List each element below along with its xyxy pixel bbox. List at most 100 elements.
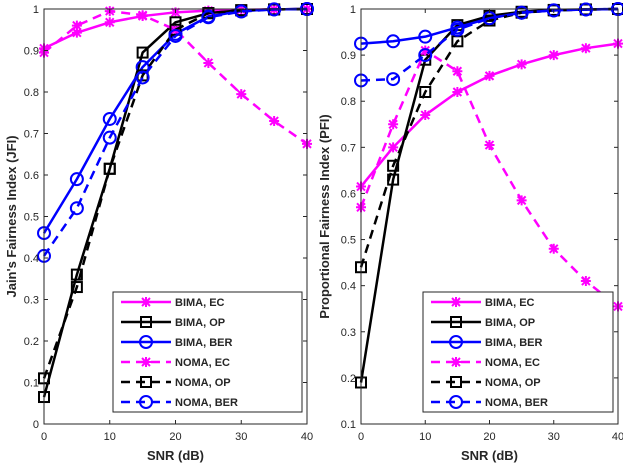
y-axis-label: Jain's Fairness Index (JFI) <box>4 135 19 297</box>
legend-label: NOMA, EC <box>175 357 230 369</box>
x-tick-label: 0 <box>41 431 47 443</box>
data-point <box>103 162 116 175</box>
legend-marker <box>449 395 463 409</box>
x-tick-label: 30 <box>235 431 247 443</box>
legend-marker <box>450 316 462 328</box>
y-tick-label: 0.6 <box>341 188 356 200</box>
legend: BIMA, EC BIMA, OP BIMA, BER NOMA, EC NOMA, O… <box>422 291 614 413</box>
x-tick-label: 10 <box>104 431 116 443</box>
x-tick-label: 20 <box>483 431 495 443</box>
data-point <box>135 70 150 85</box>
series-line <box>360 7 619 82</box>
data-point <box>450 22 465 37</box>
legend-label: NOMA, OP <box>175 377 231 389</box>
y-tick-label: 1 <box>350 4 356 16</box>
data-point <box>516 195 527 206</box>
data-point <box>201 10 216 25</box>
data-point <box>70 268 83 281</box>
data-point <box>136 46 149 59</box>
legend-marker <box>449 335 463 349</box>
y-tick-label: 0.1 <box>341 419 356 431</box>
data-point <box>580 43 591 54</box>
y-tick-label: 0.5 <box>24 212 39 224</box>
x-axis-label: SNR (dB) <box>147 448 204 463</box>
legend-label: NOMA, BER <box>485 397 548 409</box>
data-point <box>580 276 591 287</box>
legend-marker <box>450 376 462 388</box>
data-point <box>548 50 559 61</box>
y-tick-label: 0.6 <box>24 170 39 182</box>
data-point <box>388 142 399 153</box>
data-point <box>484 70 495 81</box>
y-tick-label: 0.9 <box>341 50 356 62</box>
y-tick-label: 0.7 <box>24 129 39 141</box>
legend-label: BIMA, OP <box>175 317 225 329</box>
x-tick-label: 0 <box>358 431 364 443</box>
legend-marker <box>140 316 152 328</box>
y-tick-label: 0.2 <box>341 373 356 385</box>
legend-label: BIMA, EC <box>175 297 225 309</box>
y-tick-label: 0.5 <box>341 235 356 247</box>
data-point <box>69 172 84 187</box>
chart-2: 0 10 20 30 40 0.1 0.2 0.3 0.4 0.5 0.6 0.7 0.8 0.9 1 SNR… <box>317 2 623 463</box>
legend: BIMA, EC BIMA, OP BIMA, BER NOMA, EC NOMA, O… <box>112 291 303 413</box>
data-point <box>418 29 433 44</box>
data-point <box>203 57 214 68</box>
x-tick-label: 40 <box>612 431 623 443</box>
legend-marker <box>141 297 151 307</box>
legend-label: BIMA, BER <box>485 337 543 349</box>
data-point <box>388 119 399 130</box>
data-point <box>236 89 247 100</box>
data-point <box>484 140 495 151</box>
data-point <box>546 3 561 18</box>
x-tick-label: 40 <box>301 431 313 443</box>
y-tick-label: 0.3 <box>24 295 39 307</box>
data-point <box>418 48 433 63</box>
data-point <box>71 20 82 31</box>
x-axis-label: SNR (dB) <box>461 448 518 463</box>
data-point <box>234 4 249 19</box>
legend-marker <box>451 297 461 307</box>
x-tick-label: 20 <box>169 431 181 443</box>
data-point <box>514 5 529 20</box>
data-point <box>420 110 431 121</box>
legend-label: BIMA, BER <box>175 337 233 349</box>
y-axis-label: Proportional Fairness Index (PFI) <box>317 114 332 318</box>
legend-marker <box>451 357 461 367</box>
data-point <box>269 116 280 127</box>
y-tick-label: 1 <box>33 4 39 16</box>
legend-label: BIMA, EC <box>485 297 535 309</box>
series-noma-ber <box>37 2 314 263</box>
data-point <box>516 59 527 70</box>
data-point <box>168 28 183 43</box>
y-tick-label: 0.2 <box>24 336 39 348</box>
y-tick-label: 0.4 <box>341 281 356 293</box>
y-tick-label: 0 <box>33 419 39 431</box>
y-tick-label: 0.3 <box>341 327 356 339</box>
data-point <box>102 111 117 126</box>
series-line <box>359 7 619 268</box>
data-point <box>386 72 401 87</box>
y-tick-label: 0.7 <box>341 142 356 154</box>
data-point <box>452 66 463 77</box>
y-tick-label: 0.9 <box>24 46 39 58</box>
y-tick-label: 0.8 <box>341 96 356 108</box>
data-point <box>452 87 463 97</box>
legend-marker <box>140 376 152 388</box>
legend-marker <box>139 395 153 409</box>
data-point <box>137 10 148 21</box>
x-tick-label: 30 <box>548 431 560 443</box>
legend-label: NOMA, EC <box>485 357 540 369</box>
legend-label: NOMA, BER <box>175 397 238 409</box>
data-point <box>135 60 150 75</box>
legend-label: BIMA, OP <box>485 317 535 329</box>
legend-box <box>422 291 614 413</box>
series-line <box>42 7 308 257</box>
data-point <box>69 201 84 216</box>
legend-box <box>112 291 303 413</box>
y-tick-label: 0.8 <box>24 87 39 99</box>
data-point <box>71 27 82 38</box>
data-point <box>70 281 83 294</box>
data-point <box>419 86 432 98</box>
x-tick-label: 10 <box>419 431 431 443</box>
